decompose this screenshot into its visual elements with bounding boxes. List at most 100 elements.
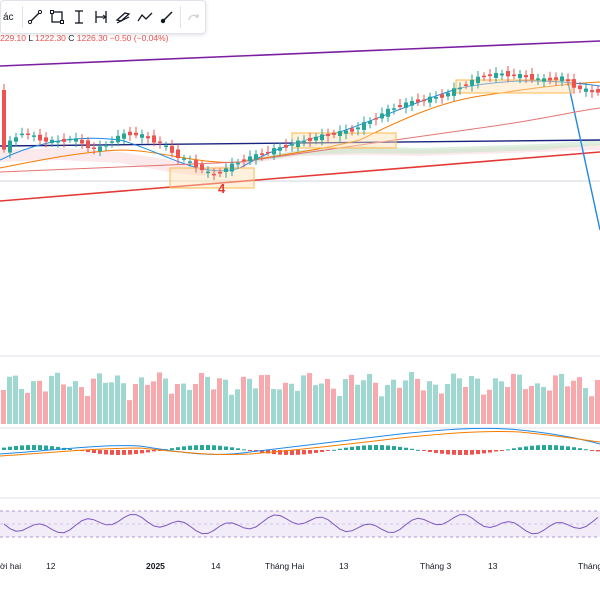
red-trend-line[interactable] [0,151,600,202]
candle-body [200,164,204,171]
volume-bar [541,386,546,424]
time-axis-label: 12 [46,561,56,571]
macd-histogram-bar [326,450,330,451]
candle-body [506,71,510,77]
candle-body [170,145,174,153]
path-icon[interactable] [136,6,154,28]
macd-histogram-bar [254,450,258,452]
volume-bar [43,391,48,424]
purple-trend-line[interactable] [0,40,600,67]
macd-histogram-bar [20,445,24,450]
volume-bar [595,379,600,424]
volume-bar [337,396,342,424]
volume-bar [295,390,300,424]
volume-bar [325,378,330,424]
candle-body [38,134,42,141]
blue-projection-line[interactable] [567,81,600,231]
candle-body [326,134,330,136]
macd-histogram-bar [230,447,234,450]
volume-bar [265,374,270,424]
candle-body [374,118,378,120]
brush-icon[interactable] [158,6,176,28]
volume-bar [247,378,252,424]
candle-body [254,154,258,160]
price-range-icon[interactable] [92,6,110,28]
candle-body [62,138,66,142]
macd-histogram-bar [284,450,288,455]
candle-body [350,128,354,132]
candle-body [566,79,570,82]
candle-body [236,162,240,165]
time-axis-label: ời hai [0,561,22,571]
macd-histogram-bar [32,445,36,450]
volume-bar [109,382,114,424]
volume-bar [475,378,480,424]
macd-histogram-bar [248,450,252,451]
candle-body [386,108,390,117]
macd-line [0,427,600,455]
volume-bar [151,381,156,424]
macd-histogram-bar [206,445,210,450]
candle-body [74,138,78,142]
candle-body [44,137,48,142]
chart-canvas[interactable] [0,0,600,556]
candle-body [530,74,534,80]
rsi-line [3,514,599,535]
rectangle-icon[interactable] [48,6,66,28]
macd-histogram-bar [596,450,600,452]
macd-histogram-bar [368,445,372,450]
time-axis[interactable]: ời hai 12 2025 14 Tháng Hai 13 Tháng 3 1… [0,556,600,576]
candle-body [68,138,72,141]
candle-body [470,79,474,86]
volume-bar [481,394,486,424]
macd-histogram-bar [278,450,282,455]
volume-bar [379,396,384,424]
candle-body [512,74,516,77]
macd-histogram-bar [506,449,510,451]
candle-body [140,134,144,138]
trend-line-icon[interactable] [27,6,45,28]
consolidation-zone[interactable] [291,132,397,149]
redo-icon[interactable] [185,6,203,28]
macd-histogram-bar [140,450,144,454]
candle-body [380,113,384,119]
candle-body [182,158,186,160]
macd-histogram-bar [296,450,300,455]
volume-bar [487,389,492,424]
wave-4-zone[interactable] [169,167,255,189]
macd-histogram-bar [464,450,468,455]
macd-histogram-bar [350,446,354,450]
volume-bar [403,380,408,424]
text-cursor-icon[interactable] [70,6,88,28]
macd-histogram-bar [584,449,588,451]
volume-bar [241,376,246,424]
macd-histogram-bar [446,450,450,455]
macd-histogram-bar [428,450,432,453]
macd-histogram-bar [302,450,306,455]
volume-bar [211,389,216,424]
candle-body [284,144,288,148]
time-axis-label: Tháng Hai [265,561,305,571]
macd-histogram-bar [374,445,378,450]
macd-histogram-bar [170,448,174,450]
macd-histogram-bar [398,446,402,450]
macd-histogram-bar [128,450,132,455]
candle-body [368,121,372,124]
macd-histogram-bar [494,450,498,452]
orange-moving-average [0,81,600,169]
red-moving-average [0,107,600,173]
parallel-channel-icon[interactable] [114,6,132,28]
time-axis-label: Tháng 3 [420,561,452,571]
candle-body [218,171,222,174]
macd-histogram-bar [8,446,12,450]
macd-histogram-bar [152,450,156,452]
candle-body [542,78,546,82]
volume-bar [37,380,42,424]
candle-body [410,100,414,106]
macd-histogram-bar [320,450,324,452]
ohlc-change-value: −0.50 (−0.04%) [109,33,169,43]
candle-body [266,151,270,154]
candle-body [80,139,84,144]
macd-histogram-bar [548,445,552,450]
macd-histogram-bar [224,446,228,450]
